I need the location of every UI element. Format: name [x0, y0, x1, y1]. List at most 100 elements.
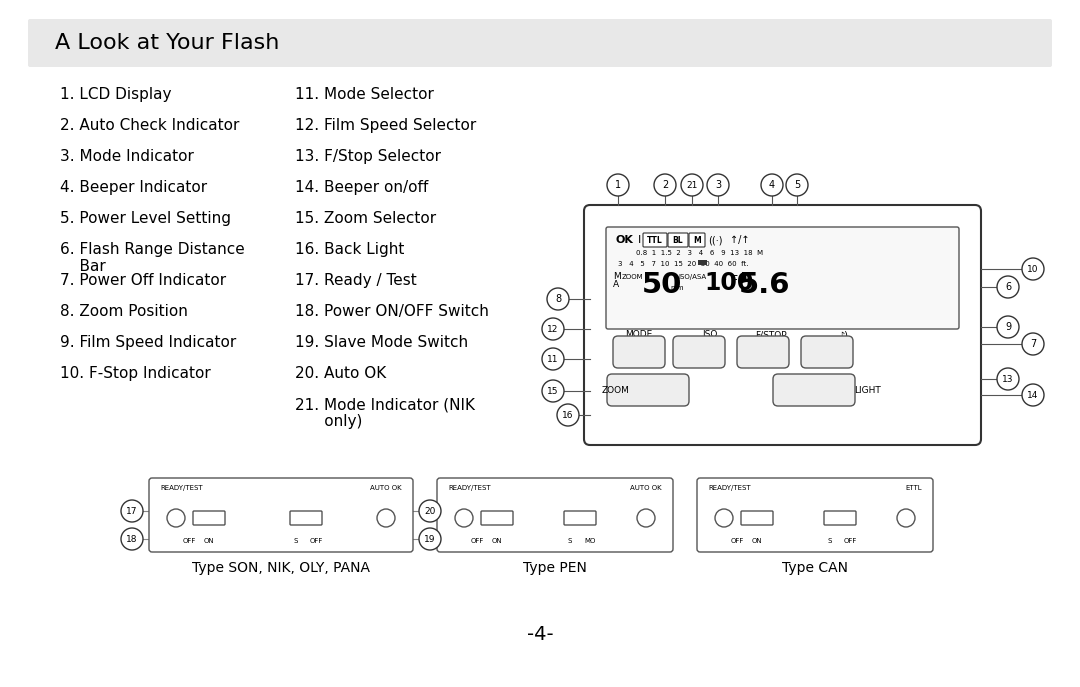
Text: LIGHT: LIGHT	[854, 386, 881, 395]
Text: OFF: OFF	[730, 538, 744, 544]
Text: Type SON, NIK, OLY, PANA: Type SON, NIK, OLY, PANA	[192, 561, 370, 575]
Text: mm: mm	[670, 285, 684, 291]
Text: 5. Power Level Setting: 5. Power Level Setting	[60, 211, 231, 226]
Text: 18: 18	[126, 534, 138, 543]
Text: S: S	[568, 538, 572, 544]
Text: 50: 50	[642, 271, 683, 299]
FancyBboxPatch shape	[643, 233, 667, 247]
Text: S: S	[827, 538, 833, 544]
Text: OFF: OFF	[183, 538, 195, 544]
Circle shape	[546, 288, 569, 310]
Text: 3   4   5   7  10  15  20  30  40  60  ft.: 3 4 5 7 10 15 20 30 40 60 ft.	[618, 261, 748, 267]
Text: AUTO OK: AUTO OK	[631, 485, 662, 491]
FancyBboxPatch shape	[437, 478, 673, 552]
Text: 3. Mode Indicator: 3. Mode Indicator	[60, 149, 194, 164]
Text: 17. Ready / Test: 17. Ready / Test	[295, 273, 417, 288]
Text: 4. Beeper Indicator: 4. Beeper Indicator	[60, 180, 207, 195]
Text: ISO/ASA: ISO/ASA	[678, 274, 706, 280]
FancyBboxPatch shape	[737, 336, 789, 368]
Text: MO: MO	[584, 538, 596, 544]
Text: 17: 17	[126, 506, 138, 515]
Circle shape	[167, 509, 185, 527]
Circle shape	[542, 318, 564, 340]
FancyBboxPatch shape	[606, 227, 959, 329]
Circle shape	[607, 174, 629, 196]
Text: 13: 13	[1002, 374, 1014, 383]
Circle shape	[681, 174, 703, 196]
Text: 16: 16	[563, 411, 573, 420]
Text: -4-: -4-	[527, 625, 553, 644]
Text: 7: 7	[1030, 339, 1036, 349]
Text: ISO: ISO	[702, 330, 717, 339]
Text: M: M	[693, 236, 701, 245]
Text: 1. LCD Display: 1. LCD Display	[60, 87, 172, 102]
Circle shape	[1022, 333, 1044, 355]
Text: ON: ON	[491, 538, 502, 544]
Text: ETTL: ETTL	[905, 485, 922, 491]
Circle shape	[377, 509, 395, 527]
Circle shape	[997, 316, 1020, 338]
Text: BL: BL	[673, 236, 684, 245]
Text: 5: 5	[794, 180, 800, 190]
Circle shape	[715, 509, 733, 527]
Circle shape	[419, 528, 441, 550]
Text: OFF: OFF	[470, 538, 484, 544]
Text: 9: 9	[1004, 322, 1011, 332]
Circle shape	[557, 404, 579, 426]
Circle shape	[542, 380, 564, 402]
Text: 6. Flash Range Distance
    Bar: 6. Flash Range Distance Bar	[60, 242, 245, 274]
Text: 10: 10	[1027, 264, 1039, 273]
FancyBboxPatch shape	[584, 205, 981, 445]
Text: READY/TEST: READY/TEST	[708, 485, 751, 491]
Circle shape	[997, 276, 1020, 298]
Text: 12: 12	[548, 324, 558, 333]
Circle shape	[121, 500, 143, 522]
FancyBboxPatch shape	[28, 19, 1052, 67]
Text: ON: ON	[752, 538, 762, 544]
Text: TTL: TTL	[647, 236, 663, 245]
Circle shape	[897, 509, 915, 527]
Bar	[698, 260, 707, 265]
FancyBboxPatch shape	[149, 478, 413, 552]
Text: 2: 2	[662, 180, 669, 190]
Circle shape	[455, 509, 473, 527]
Text: 21: 21	[686, 181, 698, 190]
Text: 10. F-Stop Indicator: 10. F-Stop Indicator	[60, 366, 211, 381]
FancyBboxPatch shape	[689, 233, 705, 247]
Text: OFF: OFF	[843, 538, 856, 544]
Text: F: F	[731, 274, 738, 287]
Text: 19. Slave Mode Switch: 19. Slave Mode Switch	[295, 335, 468, 350]
Text: A Look at Your Flash: A Look at Your Flash	[55, 33, 280, 53]
Text: 14. Beeper on/off: 14. Beeper on/off	[295, 180, 429, 195]
FancyBboxPatch shape	[697, 478, 933, 552]
Text: 4: 4	[769, 180, 775, 190]
Text: Type CAN: Type CAN	[782, 561, 848, 575]
Text: ((·): ((·)	[708, 235, 723, 245]
Text: READY/TEST: READY/TEST	[160, 485, 203, 491]
FancyBboxPatch shape	[607, 374, 689, 406]
Text: 11. Mode Selector: 11. Mode Selector	[295, 87, 434, 102]
Text: ON: ON	[204, 538, 214, 544]
Text: F/STOP: F/STOP	[755, 330, 786, 339]
Text: I: I	[638, 235, 642, 245]
Text: ZOOM: ZOOM	[622, 274, 644, 280]
Circle shape	[1022, 384, 1044, 406]
Text: Type PEN: Type PEN	[523, 561, 586, 575]
FancyBboxPatch shape	[669, 233, 688, 247]
Circle shape	[707, 174, 729, 196]
Text: 11: 11	[548, 354, 558, 363]
FancyBboxPatch shape	[291, 511, 322, 525]
Text: M: M	[613, 272, 621, 281]
Text: 15. Zoom Selector: 15. Zoom Selector	[295, 211, 436, 226]
Text: 5.6: 5.6	[739, 271, 791, 299]
Text: 14: 14	[1027, 390, 1039, 400]
Text: 20: 20	[424, 506, 435, 515]
Text: 20. Auto OK: 20. Auto OK	[295, 366, 387, 381]
Text: READY/TEST: READY/TEST	[448, 485, 490, 491]
FancyBboxPatch shape	[773, 374, 855, 406]
Text: 8. Zoom Position: 8. Zoom Position	[60, 304, 188, 319]
FancyBboxPatch shape	[613, 336, 665, 368]
Circle shape	[637, 509, 654, 527]
Text: 16. Back Light: 16. Back Light	[295, 242, 404, 257]
FancyBboxPatch shape	[564, 511, 596, 525]
